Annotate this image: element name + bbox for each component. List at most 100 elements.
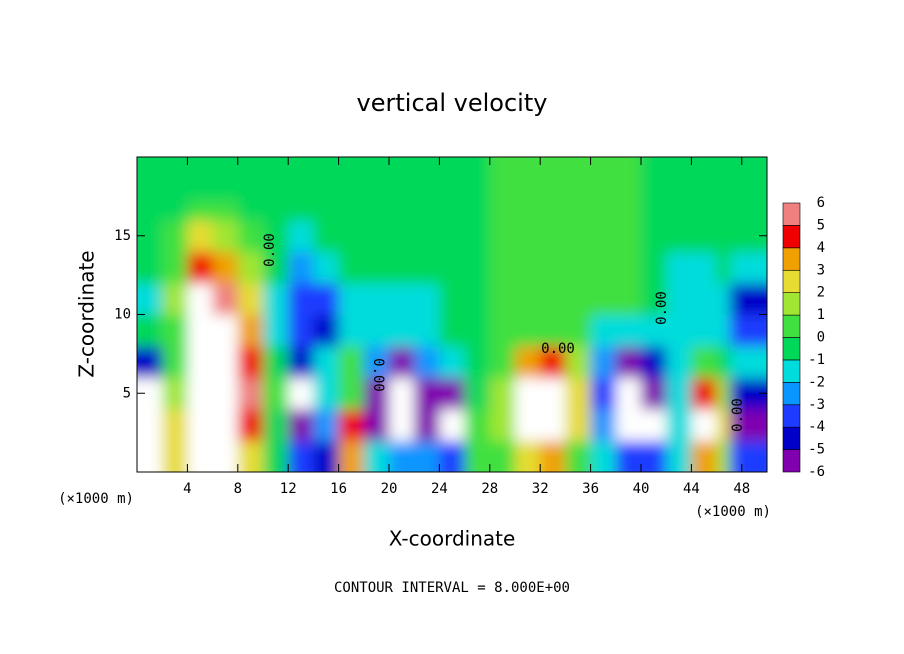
field-cell	[691, 251, 718, 284]
field-cell	[313, 409, 340, 441]
colorbar-swatch	[782, 359, 801, 383]
contour-label: 0.00	[262, 233, 278, 267]
field-cell	[489, 314, 516, 347]
field-cell	[666, 314, 692, 347]
x-tick-label: 20	[381, 481, 398, 497]
field-cell	[338, 409, 365, 441]
field-cell	[565, 220, 592, 252]
colorbar-label: 0	[817, 330, 825, 346]
y-axis-label: Z-coordinate	[75, 250, 99, 377]
field-cell	[237, 314, 264, 347]
colorbar-label: -6	[808, 464, 825, 480]
y-tick-label: 5	[123, 385, 131, 401]
x-tick-label: 48	[733, 481, 750, 497]
field-cell	[590, 346, 617, 378]
field-cell	[729, 314, 767, 347]
field-cell	[162, 251, 188, 284]
field-cell	[263, 409, 289, 441]
y-tick-label: 10	[114, 307, 131, 323]
field-cell	[414, 377, 440, 410]
field-cell	[489, 377, 516, 410]
field-cell	[489, 283, 516, 315]
field-cell	[590, 283, 617, 315]
field-cell	[666, 157, 692, 201]
x-tick-label: 40	[633, 481, 650, 497]
field-cell	[464, 346, 491, 378]
x-tick-label: 8	[234, 481, 242, 497]
field-cell	[590, 314, 617, 347]
field-cell	[565, 157, 592, 201]
field-cell	[338, 157, 365, 201]
field-cell	[666, 283, 692, 315]
colorbar-swatch	[782, 449, 801, 473]
field-cell	[237, 220, 264, 252]
field-cell	[263, 157, 289, 201]
colorbar-swatch	[782, 225, 801, 249]
field-cell	[641, 157, 667, 201]
field-cell	[439, 283, 466, 315]
field-cell	[187, 314, 214, 347]
x-unit: (×1000 m)	[695, 504, 771, 520]
field-cell	[540, 377, 566, 410]
field-cell	[489, 409, 516, 441]
field-cell	[288, 314, 314, 347]
field-cell	[237, 377, 264, 410]
field-cell	[162, 314, 188, 347]
field-cell	[162, 157, 188, 201]
field-cell	[237, 251, 264, 284]
field-cell	[464, 157, 491, 201]
field-cell	[288, 251, 314, 284]
colorbar-label: 2	[817, 285, 825, 301]
field-cell	[363, 346, 390, 378]
field-cell	[288, 157, 314, 201]
field-cell	[666, 409, 692, 441]
field-cell	[590, 251, 617, 284]
contour-label: 0.00	[654, 291, 670, 325]
field-cell	[691, 409, 718, 441]
field-cell	[691, 157, 718, 201]
field-cell	[389, 157, 415, 201]
field-cell	[162, 220, 188, 252]
field-cell	[414, 346, 440, 378]
field-cell	[187, 409, 214, 441]
field-cell	[389, 377, 415, 410]
colorbar-label: 4	[817, 240, 825, 256]
colorbar-label: 5	[817, 217, 825, 233]
field-cell	[641, 251, 667, 284]
x-axis-label: X-coordinate	[389, 527, 516, 551]
field-cell	[288, 220, 314, 252]
x-tick-label: 32	[532, 481, 549, 497]
colorbar-swatch	[782, 292, 801, 316]
field-cell	[263, 251, 289, 284]
x-tick-label: 24	[431, 481, 448, 497]
field-cell	[263, 220, 289, 252]
field-cell	[439, 220, 466, 252]
field-cell	[489, 220, 516, 252]
field-cell	[439, 157, 466, 201]
field-cell	[414, 220, 440, 252]
field-cell	[691, 314, 718, 347]
field-cell	[389, 283, 415, 315]
field-cell	[729, 251, 767, 284]
field-cell	[464, 314, 491, 347]
field-cell	[565, 314, 592, 347]
field-cell	[389, 251, 415, 284]
field-cell	[515, 283, 541, 315]
contour-label: 0.00	[730, 398, 746, 432]
field-cell	[313, 220, 340, 252]
field-cell	[641, 346, 667, 378]
field-cell	[464, 377, 491, 410]
field-cell	[641, 220, 667, 252]
field-cell	[565, 409, 592, 441]
colorbar-swatch	[782, 269, 801, 293]
field-cell	[237, 283, 264, 315]
chart-title: vertical velocity	[357, 89, 548, 117]
field-cell	[162, 409, 188, 441]
colorbar-swatch	[782, 202, 801, 226]
field-cell	[691, 377, 718, 410]
field-cell	[363, 409, 390, 441]
colorbar-label: 1	[817, 307, 825, 323]
field-cell	[263, 314, 289, 347]
field-cell	[288, 377, 314, 410]
field-cell	[263, 283, 289, 315]
